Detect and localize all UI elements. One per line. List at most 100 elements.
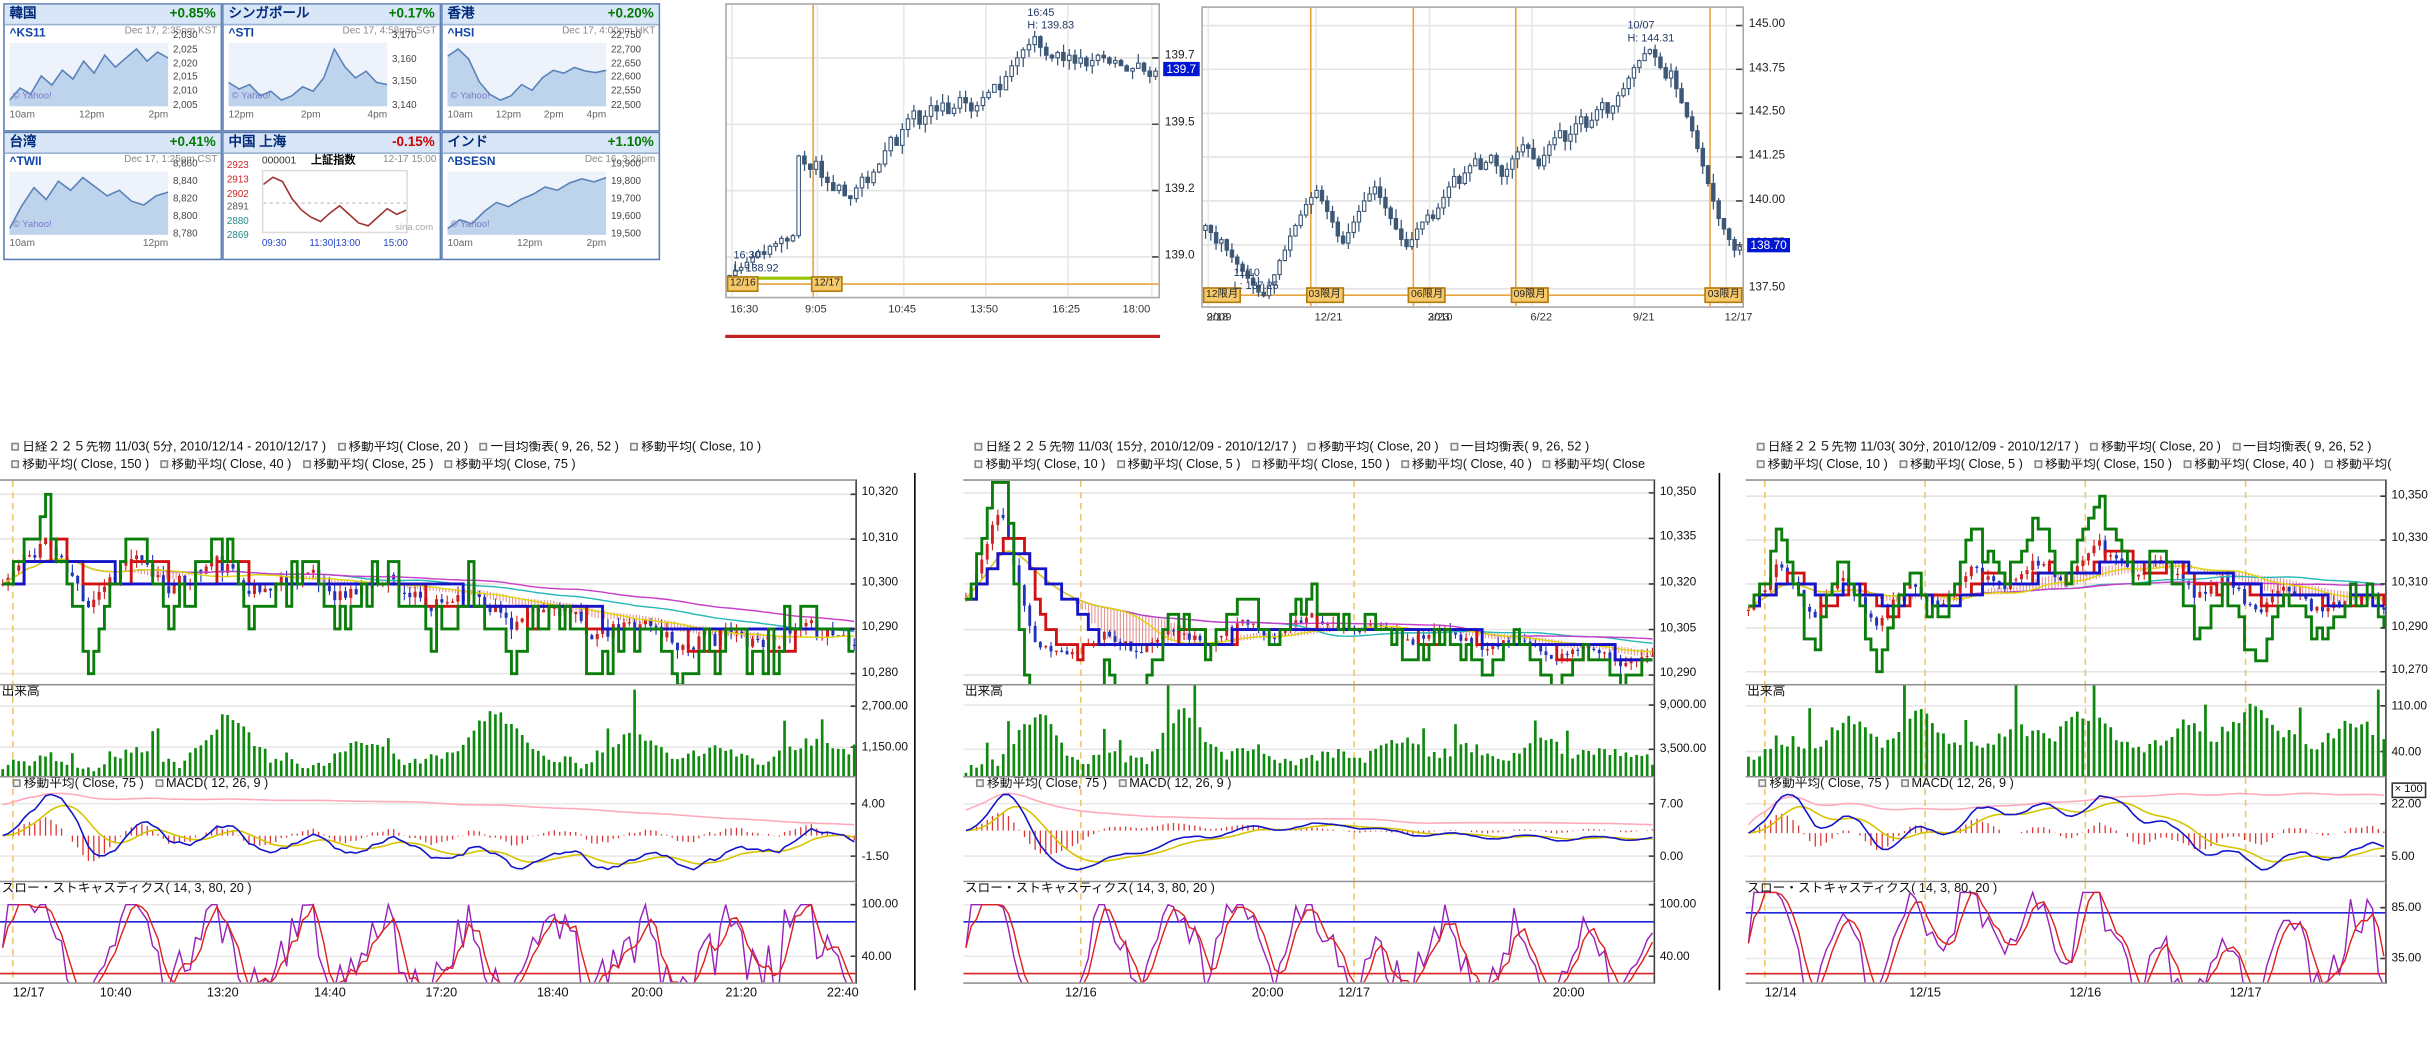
indicator-checkbox-icon[interactable] bbox=[1898, 460, 1907, 469]
stochastics-section[interactable]: スロー・ストキャスティクス( 14, 3, 80, 20 ) bbox=[963, 882, 1656, 984]
indicator-label: 一目均衡表( 9, 26, 52 ) bbox=[1460, 441, 1590, 454]
index-name: 香港 bbox=[447, 5, 475, 22]
axis-tick-label: 139.7 bbox=[1164, 48, 1195, 63]
index-quote-box[interactable]: 韓国 +0.85% ^KS11 Dec 17, 2:35pm KST 2,030… bbox=[3, 3, 223, 132]
indicator-checkbox-icon[interactable] bbox=[11, 460, 20, 469]
index-quote-box[interactable]: シンガポール +0.17% ^STI Dec 17, 4:58pm SGT 3,… bbox=[222, 3, 442, 132]
index-code: 000001 bbox=[261, 155, 297, 167]
x-tick-label: 12/15 bbox=[1909, 985, 1941, 1000]
indicator-checkbox-icon[interactable] bbox=[1116, 460, 1125, 469]
index-symbol[interactable]: ^TWII bbox=[9, 153, 42, 169]
axis-tick-label: 8,820 bbox=[172, 193, 198, 205]
indicator-label: 移動平均( Close, 75 ) bbox=[455, 458, 576, 472]
index-symbol[interactable]: ^BSESN bbox=[447, 153, 496, 169]
x-tick-label: 15:00 bbox=[383, 238, 408, 250]
macd-section[interactable]: 移動平均( Close, 75 ) MACD( 12, 26, 9 ) bbox=[1745, 777, 2387, 883]
index-quote-header: 台湾 +0.41% bbox=[4, 133, 221, 154]
indicator-checkbox-icon[interactable] bbox=[1900, 779, 1909, 788]
indicator-checkbox-icon[interactable] bbox=[2325, 460, 2334, 469]
indicator-label: 移動平均( Close, 10 ) bbox=[985, 458, 1106, 472]
world-indices-widget: 韓国 +0.85% ^KS11 Dec 17, 2:35pm KST 2,030… bbox=[3, 3, 661, 261]
x-tick-label: 14:40 bbox=[314, 985, 346, 1000]
index-symbol[interactable]: ^KS11 bbox=[9, 25, 46, 40]
indicator-label: MACD( 12, 26, 9 ) bbox=[1911, 777, 2014, 791]
index-quote-box[interactable]: 台湾 +0.41% ^TWII Dec 17, 1:25pm CST 8,860… bbox=[3, 131, 223, 261]
axis-tick-label: 100.00 bbox=[1659, 896, 1697, 912]
price-chart-section[interactable] bbox=[1745, 479, 2387, 686]
indicator-checkbox-icon[interactable] bbox=[2089, 442, 2098, 451]
intraday-plot-area[interactable]: 12/16 12/17 bbox=[725, 3, 1161, 299]
indicator-checkbox-icon[interactable] bbox=[11, 442, 20, 451]
volume-section[interactable]: 出来高 bbox=[1745, 685, 2387, 778]
macd-section[interactable]: 移動平均( Close, 75 ) MACD( 12, 26, 9 ) bbox=[963, 777, 1656, 883]
index-quote-box[interactable]: 香港 +0.20% ^HSI Dec 17, 4:00pm HKT 22,750… bbox=[441, 3, 661, 132]
index-quote-header: 中国 上海 -0.15% bbox=[223, 133, 440, 154]
indicator-checkbox-icon[interactable] bbox=[154, 779, 163, 788]
indicator-checkbox-icon[interactable] bbox=[1251, 460, 1260, 469]
indicator-checkbox-icon[interactable] bbox=[975, 779, 984, 788]
contract-month-tag: 09限月 bbox=[1510, 287, 1549, 303]
indicator-checkbox-icon[interactable] bbox=[479, 442, 488, 451]
index-sparkline-chart bbox=[228, 42, 388, 107]
daily-plot-area[interactable]: 12限月 03限月 06限月 09限月 03限月 bbox=[1201, 6, 1745, 308]
index-symbol[interactable]: ^STI bbox=[228, 25, 255, 40]
index-sparkline-chart bbox=[261, 169, 408, 234]
index-name: 韓国 bbox=[9, 5, 37, 22]
indicator-checkbox-icon[interactable] bbox=[444, 460, 453, 469]
volume-section[interactable]: 出来高 bbox=[0, 685, 857, 778]
indicator-checkbox-icon[interactable] bbox=[1758, 779, 1767, 788]
stochastics-section[interactable]: スロー・ストキャスティクス( 14, 3, 80, 20 ) bbox=[0, 882, 857, 984]
panel-header: 日経２２５先物 11/03( 30分, 2010/12/09 - 2010/12… bbox=[1746, 441, 2428, 476]
index-quote-header: インド +1.10% bbox=[442, 133, 659, 154]
axis-tick-label: 2,005 bbox=[172, 99, 198, 112]
high-value-label: H: 139.83 bbox=[1027, 19, 1075, 31]
indicator-checkbox-icon[interactable] bbox=[2183, 460, 2192, 469]
indicator-checkbox-icon[interactable] bbox=[12, 779, 21, 788]
x-tick-label: 16:30 bbox=[730, 304, 759, 316]
indicator-checkbox-icon[interactable] bbox=[974, 442, 983, 451]
axis-tick-label: 139.0 bbox=[1164, 247, 1195, 262]
axis-tick-label: 10,305 bbox=[1659, 619, 1697, 635]
indicator-checkbox-icon[interactable] bbox=[1400, 460, 1409, 469]
indicator-checkbox-icon[interactable] bbox=[1756, 460, 1765, 469]
index-name: 中国 上海 bbox=[228, 133, 287, 150]
index-quote-box[interactable]: インド +1.10% ^BSESN Dec 16, 3:26pm 19,900 1… bbox=[441, 131, 661, 261]
axis-tick-label: 10,320 bbox=[1659, 574, 1697, 589]
indicator-checkbox-icon[interactable] bbox=[1307, 442, 1316, 451]
indicator-checkbox-icon[interactable] bbox=[974, 460, 983, 469]
indicator-checkbox-icon[interactable] bbox=[2232, 442, 2240, 451]
indicator-checkbox-icon[interactable] bbox=[1449, 442, 1458, 451]
index-sparkline-chart bbox=[9, 42, 169, 107]
price-chart-section[interactable] bbox=[963, 479, 1656, 686]
macd-section[interactable]: 移動平均( Close, 75 ) MACD( 12, 26, 9 ) bbox=[0, 777, 857, 883]
index-x-axis: 09:30 11:30|13:00 15:00 bbox=[261, 238, 408, 251]
x-tick-label: 09:30 bbox=[261, 238, 287, 250]
panel-header: 日経２２５先物 11/03( 5分, 2010/12/14 - 2010/12/… bbox=[0, 441, 917, 476]
indicator-checkbox-icon[interactable] bbox=[1118, 779, 1127, 788]
index-symbol[interactable]: ^HSI bbox=[447, 25, 475, 40]
indicator-checkbox-icon[interactable] bbox=[630, 442, 638, 451]
x-tick-label: 12/17 bbox=[12, 985, 45, 1000]
axis-tick-label: 10,290 bbox=[1659, 665, 1697, 680]
indicator-label: 移動平均( Close, 150 ) bbox=[1262, 458, 1390, 472]
stochastics-section[interactable]: スロー・ストキャスティクス( 14, 3, 80, 20 ) bbox=[1745, 882, 2387, 984]
indicator-checkbox-icon[interactable] bbox=[1756, 442, 1765, 451]
intraday-scroll-slider[interactable] bbox=[725, 334, 1161, 339]
high-time-label: 16:45 bbox=[1027, 8, 1055, 20]
indicator-checkbox-icon[interactable] bbox=[2033, 460, 2042, 469]
indicator-checkbox-icon[interactable] bbox=[337, 442, 346, 451]
high-value-label: H: 144.31 bbox=[1627, 32, 1675, 45]
axis-tick-label: 10,350 bbox=[1659, 483, 1697, 498]
index-quote-body: ^KS11 Dec 17, 2:35pm KST 2,030 2,025 2,020… bbox=[5, 25, 221, 130]
indicator-checkbox-icon[interactable] bbox=[160, 460, 169, 469]
x-tick-label: 21:20 bbox=[725, 985, 758, 1000]
index-timestamp: Dec 16, 3:26pm bbox=[584, 153, 656, 166]
price-chart-section[interactable] bbox=[0, 479, 857, 686]
x-tick-label: 4pm bbox=[586, 109, 607, 121]
indicator-checkbox-icon[interactable] bbox=[1542, 460, 1551, 469]
indicator-checkbox-icon[interactable] bbox=[302, 460, 311, 469]
index-quote-box[interactable]: 中国 上海 -0.15% 000001 上証指数 12-17 15:00 292… bbox=[222, 131, 442, 261]
x-tick-label: 13:20 bbox=[206, 985, 239, 1000]
volume-section[interactable]: 出来高 bbox=[963, 685, 1656, 778]
indicator-label: MACD( 12, 26, 9 ) bbox=[165, 777, 269, 791]
